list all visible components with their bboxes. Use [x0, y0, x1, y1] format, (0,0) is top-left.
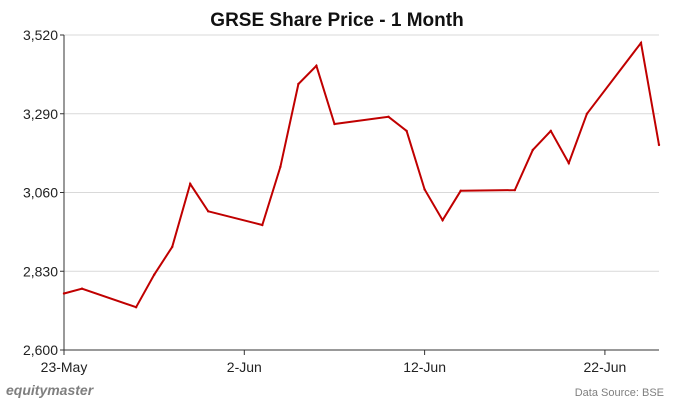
axes — [60, 34, 659, 355]
price-point — [531, 148, 534, 152]
y-tick-label: 3,520 — [23, 27, 58, 43]
y-tick-label: 3,060 — [23, 185, 58, 201]
price-point — [639, 41, 643, 45]
x-tick-label: 12-Jun — [403, 359, 446, 375]
price-point — [513, 188, 516, 192]
x-tick-label: 2-Jun — [227, 359, 262, 375]
y-tick-label: 3,290 — [23, 106, 58, 122]
tick-labels: 2,600 2,830 3,060 3,290 3,520 23-May 2-Jun 12-J… — [23, 27, 626, 375]
gridlines — [64, 34, 659, 272]
price-point — [279, 165, 282, 168]
x-tick-label: 22-Jun — [584, 359, 627, 375]
price-point — [315, 64, 318, 68]
price-point — [333, 122, 336, 126]
price-point — [153, 273, 156, 276]
price-point — [297, 82, 300, 86]
y-tick-label: 2,830 — [23, 263, 58, 279]
price-point — [207, 210, 210, 213]
price-point — [171, 245, 174, 249]
brand-logo-text: equitymaster — [6, 382, 95, 398]
price-point — [261, 223, 264, 227]
price-point — [405, 129, 408, 133]
price-point — [585, 112, 589, 116]
price-point — [549, 129, 552, 133]
series-layer — [62, 40, 661, 309]
price-point — [657, 143, 661, 147]
y-tick-label: 2,600 — [23, 342, 58, 358]
chart-title: GRSE Share Price - 1 Month — [210, 10, 463, 31]
price-point — [189, 182, 192, 186]
price-point — [387, 115, 390, 119]
price-point — [80, 287, 84, 290]
x-tick-label: 23-May — [41, 359, 88, 375]
price-point — [441, 219, 444, 222]
price-point — [423, 188, 426, 191]
price-point — [62, 292, 66, 295]
price-line — [63, 40, 660, 309]
price-point — [459, 189, 462, 192]
data-source-note: Data Source: BSE — [575, 387, 664, 399]
price-point — [567, 161, 570, 165]
price-point — [134, 306, 138, 309]
